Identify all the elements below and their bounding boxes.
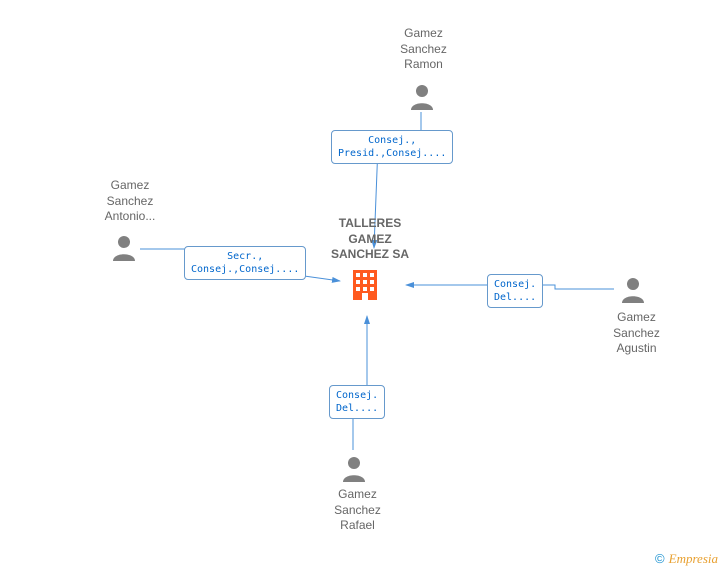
person-icon bbox=[619, 275, 647, 303]
person-icon bbox=[340, 454, 368, 482]
person-icon bbox=[110, 233, 138, 261]
person-label-agustin: Gamez Sanchez Agustin bbox=[609, 310, 664, 357]
person-label-antonio: Gamez Sanchez Antonio... bbox=[100, 178, 160, 225]
person-icon bbox=[408, 82, 436, 110]
brand-name: Empresia bbox=[669, 551, 718, 566]
person-label-ramon: Gamez Sanchez Ramon bbox=[396, 26, 451, 73]
person-label-rafael: Gamez Sanchez Rafael bbox=[330, 487, 385, 534]
edge-label-antonio: Secr., Consej.,Consej.... bbox=[184, 246, 306, 280]
copyright-symbol: © bbox=[655, 551, 665, 566]
building-icon bbox=[350, 268, 380, 300]
edge-rafael bbox=[353, 316, 367, 450]
edge-label-ramon: Consej., Presid.,Consej.... bbox=[331, 130, 453, 164]
edge-label-rafael: Consej. Del.... bbox=[329, 385, 385, 419]
edge-label-agustin: Consej. Del.... bbox=[487, 274, 543, 308]
company-label: TALLERES GAMEZ SANCHEZ SA bbox=[330, 216, 410, 263]
watermark: © Empresia bbox=[655, 551, 718, 567]
